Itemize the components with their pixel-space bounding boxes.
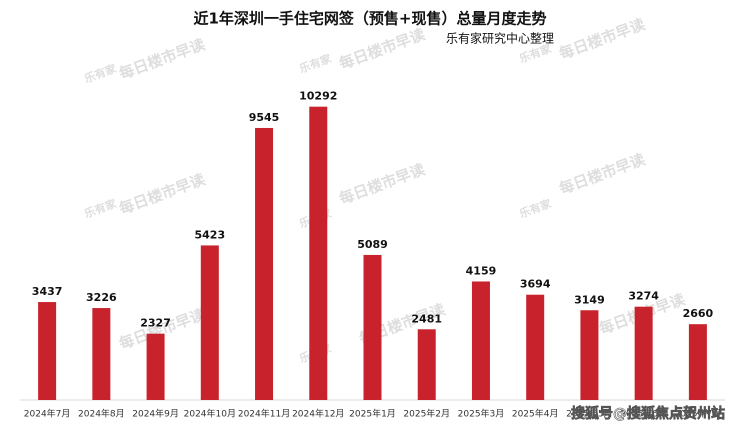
x-tick-label: 2024年10月 bbox=[184, 408, 236, 420]
watermark-logo: 乐有家 bbox=[517, 196, 554, 221]
x-tick-label: 2024年8月 bbox=[78, 408, 125, 420]
bar bbox=[146, 333, 165, 400]
value-label: 5089 bbox=[357, 238, 388, 251]
x-tick-label: 2025年7月 bbox=[675, 408, 722, 420]
bar bbox=[363, 254, 382, 400]
bar bbox=[309, 106, 328, 400]
value-label: 5423 bbox=[194, 228, 225, 241]
bar bbox=[417, 329, 436, 400]
chart-title: 近1年深圳一手住宅网签（预售+现售）总量月度走势 bbox=[193, 10, 546, 28]
bar bbox=[92, 308, 111, 400]
value-label: 3226 bbox=[86, 291, 117, 304]
watermark-logo: 乐有家 bbox=[82, 61, 119, 86]
value-label: 3274 bbox=[628, 290, 659, 303]
value-label: 2327 bbox=[140, 317, 171, 330]
value-label: 2481 bbox=[411, 312, 442, 325]
x-tick-label: 2024年9月 bbox=[132, 408, 179, 420]
value-label: 4159 bbox=[466, 264, 497, 277]
x-tick-label: 2024年11月 bbox=[238, 408, 290, 420]
watermark: 每日楼市早读 bbox=[337, 25, 428, 73]
bar bbox=[255, 127, 274, 400]
x-tick-label: 2025年1月 bbox=[349, 408, 396, 420]
watermark: 每日楼市早读 bbox=[557, 15, 648, 63]
value-label: 3149 bbox=[574, 293, 605, 306]
value-label: 9545 bbox=[249, 111, 280, 124]
bar bbox=[580, 310, 599, 400]
watermark-logo: 乐有家 bbox=[82, 196, 119, 221]
watermark: 每日楼市早读 bbox=[557, 150, 648, 198]
x-tick-label: 2024年12月 bbox=[292, 408, 344, 420]
bar bbox=[526, 294, 545, 400]
chart-subtitle: 乐有家研究中心整理 bbox=[446, 31, 554, 46]
x-tick-label: 2025年6月 bbox=[620, 408, 667, 420]
bar bbox=[200, 245, 219, 400]
watermark-logo: 乐有家 bbox=[297, 51, 334, 76]
x-tick-label: 2025年4月 bbox=[512, 408, 559, 420]
x-tick-label: 2024年7月 bbox=[24, 408, 71, 420]
bar bbox=[471, 281, 490, 400]
bar bbox=[688, 324, 707, 400]
value-label: 3694 bbox=[520, 278, 551, 291]
watermark: 每日楼市早读 bbox=[117, 170, 208, 218]
x-tick-label: 2025年2月 bbox=[403, 408, 450, 420]
watermark: 每日楼市早读 bbox=[117, 35, 208, 83]
bar bbox=[38, 302, 57, 400]
watermark: 每日楼市早读 bbox=[337, 160, 428, 208]
value-label: 2660 bbox=[683, 307, 714, 320]
x-tick-label: 2025年3月 bbox=[458, 408, 505, 420]
value-label: 10292 bbox=[299, 90, 337, 103]
source: 搜狐号@搜狐焦点贺州站 bbox=[571, 405, 725, 422]
bar bbox=[634, 306, 653, 400]
x-tick-label: 2025年5月 bbox=[566, 408, 613, 420]
value-label: 3437 bbox=[32, 285, 63, 298]
